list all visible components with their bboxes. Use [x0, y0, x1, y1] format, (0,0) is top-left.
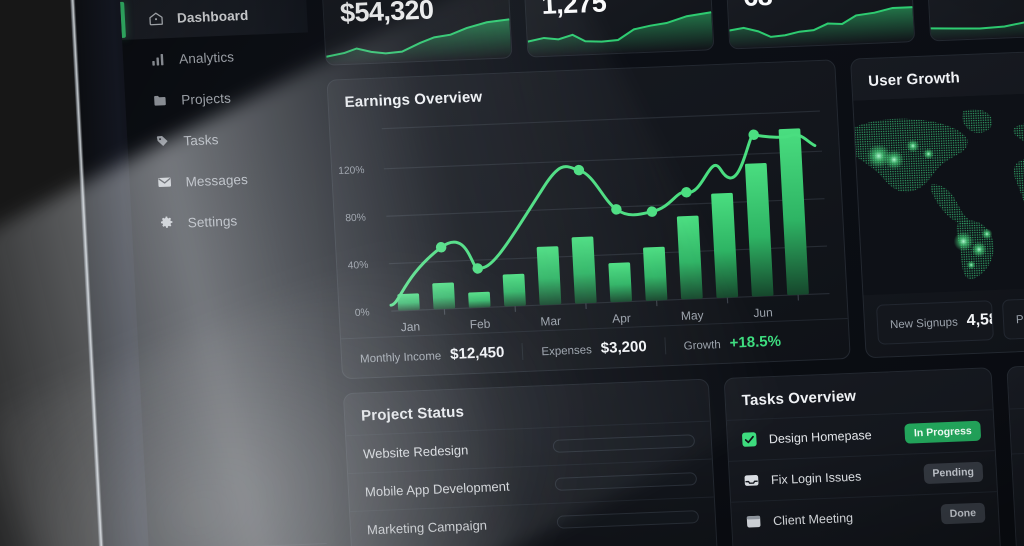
kpi-row: Total Revenue $54,320 [320, 0, 1024, 66]
sidebar-item-analytics[interactable]: Analytics [122, 33, 310, 80]
sidebar-item-dashboard[interactable]: Dashboard [119, 0, 308, 40]
sidebar-item-label: Projects [180, 90, 232, 108]
task-name: Design Homepase [768, 428, 873, 447]
gstat-label: Paid Users [1015, 312, 1024, 327]
sidebar-item-settings[interactable]: Settings [131, 197, 319, 244]
kpi-card-active-projects[interactable]: Active Projects 68 [723, 0, 916, 50]
sidebar-item-tasks[interactable]: Tasks [126, 115, 314, 162]
world-map-chart[interactable] [853, 89, 1024, 296]
gstat-label: New Signups [889, 316, 959, 332]
kpi-card-new-users[interactable]: New Users 1,275 [522, 0, 714, 58]
map-hotspots [866, 139, 993, 270]
list-item[interactable]: Fix Login Issues Pending [728, 450, 997, 502]
stat-label: Monthly Income [359, 350, 442, 366]
svg-text:Mar: Mar [540, 314, 561, 329]
earnings-chart[interactable]: 0% 40% 80% 120% [330, 101, 848, 338]
list-item[interactable]: Deploy shipped [1009, 403, 1024, 454]
user-growth-card: User Growth [850, 47, 1024, 359]
sidebar-item-label: Dashboard [176, 7, 249, 26]
list-item[interactable]: Client Meeting Done [731, 491, 1000, 543]
progress-bar [552, 434, 696, 453]
list-item[interactable]: Alex commented [1011, 448, 1024, 500]
y-axis-labels: 0% 40% 80% 120% [338, 165, 370, 319]
folder-icon [151, 92, 169, 110]
kpi-card-total-revenue[interactable]: Total Revenue $54,320 [320, 0, 513, 66]
sparkline-chart [929, 0, 1024, 41]
status-badge: Done [940, 502, 986, 525]
dashboard-app: Dashboard Analytics [118, 0, 1024, 546]
task-name: Client Meeting [772, 510, 854, 529]
stat-label: Growth [683, 339, 722, 353]
stat-expenses: Expenses $3,200 [521, 337, 666, 360]
main-content: Total Revenue $54,320 [304, 0, 1024, 546]
project-status-card: Project Status Website Redesign Mobile A… [342, 378, 721, 546]
stat-growth: Growth +18.5% [664, 331, 800, 355]
svg-text:120%: 120% [338, 165, 365, 177]
stat-value: +18.5% [729, 332, 782, 352]
tag-icon [153, 133, 171, 151]
svg-text:40%: 40% [348, 260, 369, 272]
task-name: Fix Login Issues [770, 469, 862, 488]
sidebar-nav: Dashboard Analytics [119, 0, 319, 245]
stat-value: $12,450 [449, 343, 505, 363]
svg-text:0%: 0% [355, 307, 370, 319]
card-title: Activity [1007, 362, 1024, 408]
gear-icon [157, 214, 175, 232]
stat-monthly-income: Monthly Income $12,450 [356, 343, 523, 367]
stat-value: $3,200 [600, 338, 648, 357]
sidebar-item-projects[interactable]: Projects [124, 74, 312, 121]
project-name: Mobile App Development [364, 478, 510, 500]
growth-stats-row: New Signups 4,580 Paid Users 1,940 [863, 285, 1024, 358]
svg-text:80%: 80% [345, 213, 366, 225]
svg-text:Jan: Jan [400, 320, 420, 335]
gstat-new-signups: New Signups 4,580 [875, 300, 994, 345]
bar-series [397, 128, 809, 311]
trend-points [435, 129, 759, 274]
check-square-icon[interactable] [740, 431, 758, 449]
sparkline-chart [324, 15, 512, 65]
progress-bar [556, 510, 700, 529]
project-name: Website Redesign [362, 442, 469, 462]
home-icon [147, 10, 165, 28]
stat-label: Expenses [541, 344, 593, 359]
mid-row: Earnings Overview [326, 47, 1024, 380]
calendar-icon[interactable] [745, 513, 763, 531]
sidebar-item-label: Analytics [178, 48, 235, 67]
gstat-paid-users: Paid Users 1,940 [1001, 295, 1024, 340]
tasks-overview-card: Tasks Overview Design Homepase In Progre… [723, 367, 1003, 546]
sparkline-chart [526, 7, 713, 57]
status-badge: In Progress [904, 420, 982, 444]
bar-chart-icon [149, 51, 167, 69]
sidebar-item-label: Settings [187, 212, 238, 230]
gstat-value: 4,580 [966, 310, 994, 330]
envelope-icon [155, 173, 173, 191]
svg-text:Apr: Apr [612, 311, 631, 326]
svg-text:Jun: Jun [753, 305, 773, 320]
progress-bar [554, 472, 698, 491]
svg-text:Feb: Feb [469, 317, 491, 332]
kpi-card-task-completion[interactable]: Task Completion 87% [925, 0, 1024, 42]
sparkline-chart [728, 0, 915, 49]
x-axis-ticks [443, 294, 799, 315]
sidebar-item-messages[interactable]: Messages [129, 156, 317, 203]
bottom-row: Project Status Website Redesign Mobile A… [342, 361, 1024, 546]
svg-text:May: May [681, 308, 704, 323]
sidebar-item-label: Messages [185, 171, 249, 189]
card-title: User Growth [867, 69, 961, 90]
status-badge: Pending [922, 461, 984, 484]
project-name: Marketing Campaign [366, 517, 488, 538]
laptop-screen: Dashboard Analytics [118, 0, 1024, 546]
earnings-overview-card: Earnings Overview [326, 59, 851, 380]
sidebar: Dashboard Analytics [118, 0, 339, 546]
sidebar-item-label: Tasks [183, 131, 219, 148]
activity-card: Activity Deploy shipped Alex commented [1006, 361, 1024, 546]
inbox-icon[interactable] [743, 472, 761, 490]
x-axis-labels: Jan Feb Mar Apr May Jun [400, 305, 773, 334]
list-item[interactable]: Design Homepase In Progress [726, 409, 995, 461]
